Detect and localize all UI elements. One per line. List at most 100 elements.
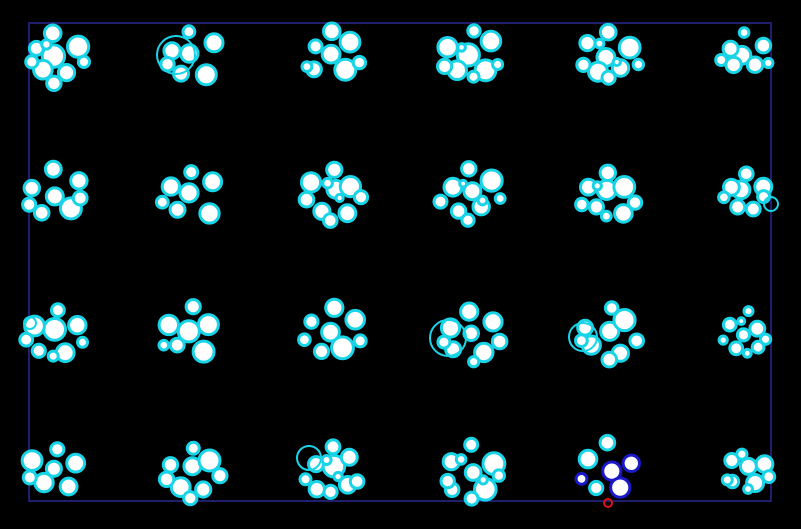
spot (65, 452, 87, 474)
spot (462, 324, 481, 343)
spot (344, 308, 367, 331)
spot (338, 30, 362, 54)
spot (198, 202, 221, 225)
spot (490, 332, 509, 351)
spot (574, 472, 589, 486)
spot (575, 56, 592, 74)
spot (325, 160, 344, 179)
spot (307, 480, 326, 499)
spot (741, 347, 753, 359)
spot (182, 490, 199, 507)
spot (612, 175, 637, 199)
spot-cluster (18, 302, 89, 364)
spot (574, 333, 589, 349)
spot (322, 483, 339, 500)
spot-cluster (439, 436, 507, 507)
spot (24, 54, 40, 70)
spot (185, 440, 201, 456)
spot (631, 57, 645, 72)
spot (157, 470, 176, 488)
spot (493, 192, 507, 205)
spot (491, 58, 505, 71)
spot (603, 300, 620, 316)
spot (337, 203, 358, 224)
spot (297, 332, 312, 348)
spot (322, 212, 339, 229)
spot (439, 472, 456, 490)
spot-cluster (20, 441, 87, 497)
spot (598, 433, 617, 452)
spot (43, 159, 63, 179)
spot (756, 189, 772, 205)
spot (321, 176, 334, 190)
spot (621, 453, 641, 473)
spot (449, 202, 468, 220)
spot (599, 209, 613, 223)
spot (459, 301, 480, 322)
spot (181, 24, 197, 40)
outline-ring (763, 196, 779, 212)
spot (574, 196, 590, 213)
spot-cluster (297, 297, 368, 361)
spot (71, 189, 89, 207)
spot (748, 319, 767, 338)
spot (738, 165, 755, 183)
spot (467, 355, 481, 369)
spot (593, 37, 606, 50)
spot (334, 192, 345, 204)
spot (168, 200, 187, 219)
spot (168, 336, 186, 354)
spot (159, 55, 176, 73)
spot (729, 198, 747, 216)
spot (479, 29, 503, 53)
spot (612, 308, 637, 333)
spot (32, 204, 51, 222)
spot (320, 321, 341, 343)
spot (462, 181, 483, 202)
spot (157, 338, 171, 352)
spot (744, 200, 762, 218)
spot (458, 178, 469, 189)
spot (352, 333, 368, 349)
spot-cluster (720, 447, 777, 495)
spot (66, 34, 91, 59)
spot (491, 468, 506, 483)
spot (598, 163, 617, 183)
spot (599, 320, 621, 342)
outline-ring (568, 322, 598, 352)
spot (154, 194, 170, 210)
spot (76, 54, 92, 70)
spot (724, 55, 743, 75)
spot (191, 339, 216, 364)
spot (454, 453, 468, 466)
spot (324, 438, 342, 456)
spot (298, 472, 313, 487)
spot-cluster (436, 301, 509, 369)
spot-cluster (24, 23, 92, 93)
spot (611, 56, 622, 68)
spot (178, 182, 200, 204)
spot-cluster (300, 21, 368, 82)
spot (157, 313, 181, 337)
spot (44, 186, 65, 207)
spot (714, 53, 729, 67)
spot (322, 21, 342, 42)
spot (339, 447, 359, 467)
spot (587, 198, 606, 216)
spot-cluster (298, 438, 366, 500)
outline-ring (156, 35, 196, 75)
spot (617, 35, 642, 60)
spot (194, 480, 213, 499)
spot (439, 317, 462, 339)
spot-cluster (574, 163, 644, 224)
spot (463, 436, 480, 453)
spot (40, 38, 53, 51)
spot (460, 212, 476, 228)
spot (735, 327, 752, 343)
spot (456, 42, 467, 53)
spot-cluster (717, 305, 773, 359)
spot (67, 315, 88, 336)
spot (463, 490, 480, 507)
